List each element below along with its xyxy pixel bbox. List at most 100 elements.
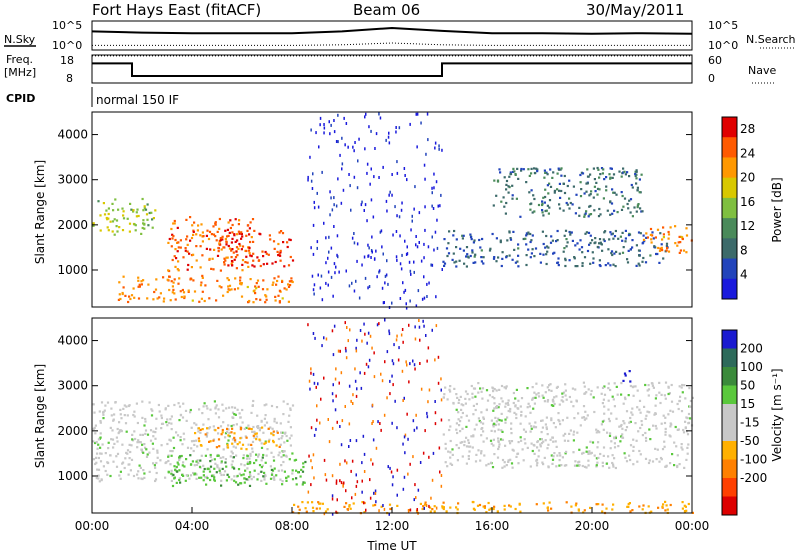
heatmap-cell: [687, 412, 691, 416]
heatmap-cell: [291, 259, 295, 262]
heatmap-cell: [519, 405, 522, 408]
heatmap-cell: [214, 221, 217, 224]
heatmap-cell: [532, 443, 535, 447]
heatmap-cell: [681, 383, 684, 387]
heatmap-cell: [432, 451, 435, 455]
heatmap-cell: [681, 391, 684, 394]
heatmap-cell: [247, 478, 250, 481]
heatmap-cell: [562, 209, 565, 212]
heatmap-cell: [670, 383, 673, 387]
heatmap-cell: [231, 248, 234, 251]
heatmap-cell: [662, 226, 665, 229]
heatmap-cell: [613, 457, 616, 460]
heatmap-cell: [642, 234, 645, 237]
heatmap-cell: [628, 502, 631, 505]
heatmap-cell: [428, 455, 430, 459]
heatmap-cell: [361, 339, 363, 343]
heatmap-cell: [160, 414, 163, 417]
heatmap-cell: [389, 379, 391, 383]
heatmap-cell: [94, 462, 97, 466]
heatmap-cell: [331, 497, 334, 501]
heatmap-cell: [629, 248, 632, 251]
heatmap-cell: [444, 386, 447, 389]
heatmap-cell: [111, 202, 114, 205]
heatmap-cell: [629, 211, 632, 214]
heatmap-cell: [569, 201, 572, 205]
heatmap-cell: [406, 412, 408, 416]
heatmap-cell: [214, 223, 217, 226]
heatmap-cell: [632, 449, 635, 452]
heatmap-cell: [636, 406, 639, 409]
heatmap-cell: [638, 408, 641, 411]
heatmap-cell: [272, 455, 275, 459]
heatmap-cell: [167, 241, 170, 244]
heatmap-cell: [220, 479, 223, 482]
heatmap-cell: [245, 234, 248, 237]
heatmap-cell: [423, 256, 425, 260]
heatmap-cell: [647, 461, 651, 465]
heatmap-cell: [122, 286, 125, 289]
heatmap-cell: [143, 476, 146, 479]
heatmap-cell: [560, 464, 563, 467]
heatmap-cell: [320, 397, 322, 401]
heatmap-cell: [651, 384, 654, 387]
heatmap-cell: [602, 398, 605, 401]
heatmap-cell: [263, 471, 266, 474]
heatmap-cell: [313, 433, 316, 437]
heatmap-cell: [134, 229, 137, 232]
heatmap-cell: [283, 265, 286, 268]
heatmap-cell: [553, 396, 556, 399]
heatmap-cell: [164, 476, 167, 479]
heatmap-cell: [589, 241, 592, 245]
heatmap-cell: [568, 395, 571, 399]
heatmap-cell: [649, 233, 652, 236]
heatmap-cell: [340, 371, 343, 375]
heatmap-cell: [152, 462, 155, 465]
heatmap-cell: [319, 286, 322, 290]
heatmap-cell: [510, 440, 514, 443]
heatmap-cell: [425, 504, 428, 507]
heatmap-cell: [441, 148, 443, 152]
heatmap-cell: [251, 218, 255, 221]
heatmap-cell: [404, 451, 406, 455]
heatmap-cell: [685, 227, 688, 230]
heatmap-cell: [674, 225, 677, 228]
heatmap-cell: [376, 275, 378, 279]
heatmap-cell: [332, 383, 334, 387]
heatmap-cell: [613, 405, 616, 408]
heatmap-cell: [145, 448, 148, 451]
heatmap-cell: [310, 483, 312, 487]
heatmap-cell: [482, 416, 485, 419]
heatmap-cell: [587, 452, 590, 455]
heatmap-cell: [183, 295, 186, 298]
heatmap-cell: [424, 228, 426, 232]
heatmap-cell: [372, 420, 374, 423]
heatmap-cell: [470, 238, 473, 241]
heatmap-cell: [426, 295, 428, 298]
heatmap-cell: [262, 453, 265, 457]
heatmap-cell: [142, 469, 145, 472]
heatmap-cell: [107, 447, 110, 450]
heatmap-cell: [186, 268, 189, 271]
heatmap-cell: [677, 407, 680, 411]
heatmap-cell: [143, 424, 146, 427]
heatmap-cell: [588, 194, 591, 197]
heatmap-cell: [488, 508, 491, 511]
heatmap-cell: [598, 176, 601, 179]
heatmap-cell: [240, 463, 243, 466]
heatmap-cell: [585, 182, 588, 185]
heatmap-cell: [201, 274, 204, 277]
heatmap-cell: [286, 402, 289, 406]
heatmap-cell: [626, 202, 629, 206]
heatmap-cell: [614, 436, 617, 440]
velocity-xaxis: 00:00 04:00 08:00 12:00 16:00 20:00 00:00: [75, 507, 709, 533]
heatmap-cell: [142, 219, 145, 222]
heatmap-cell: [409, 269, 412, 273]
heatmap-cell: [236, 239, 239, 242]
heatmap-cell: [128, 295, 131, 298]
heatmap-cell: [323, 376, 325, 380]
heatmap-cell: [654, 397, 657, 400]
heatmap-cell: [146, 203, 149, 206]
heatmap-cell: [664, 416, 667, 419]
